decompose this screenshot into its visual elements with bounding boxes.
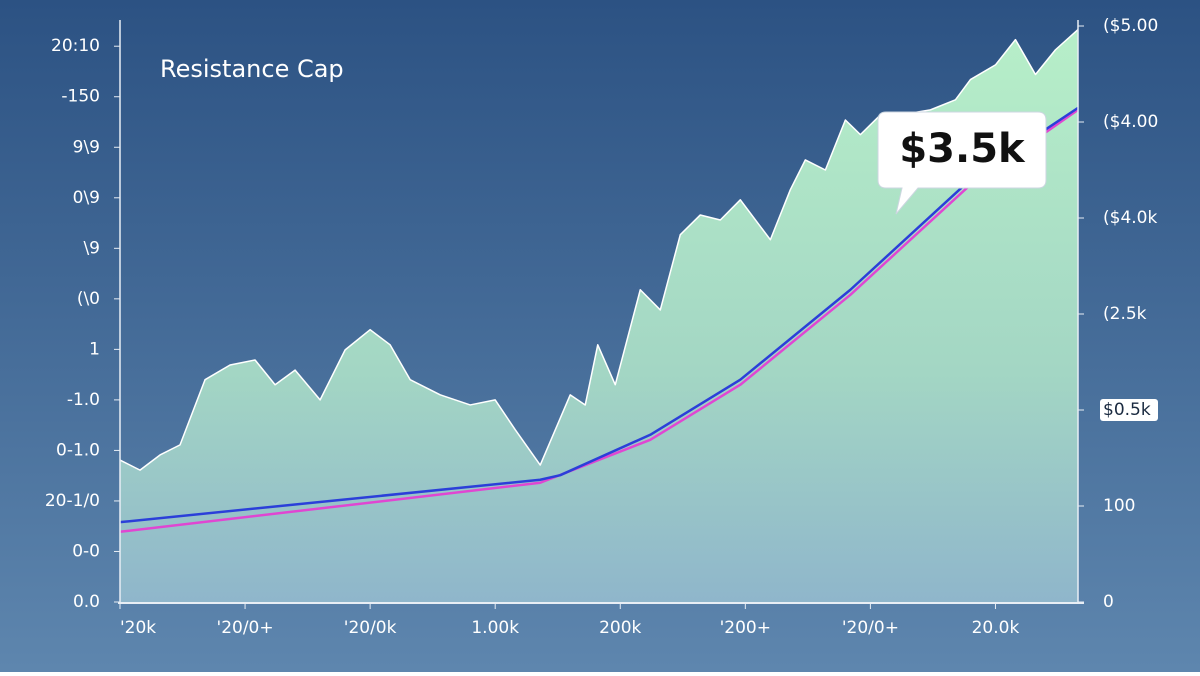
x-tick-label: '20/0k [344,618,397,638]
y-tick-label: 0-0 [72,541,100,561]
y2-tick-highlight [1100,399,1158,421]
y2-tick-label: $0.5k [1103,400,1151,420]
y-tick-label: 9\9 [73,137,100,157]
y-tick-label: -1.0 [67,390,100,410]
line [119,106,1079,524]
x-tick-label: '20/0+ [842,618,899,638]
y-tick-label: 0.0 [73,592,100,612]
y-tick-label: 20-1/0 [45,491,100,511]
plot [119,28,1079,602]
y-tick-label: 20:10 [51,36,100,56]
callout-text: $3.5k [899,126,1026,172]
x-tick-label: 1.00k [471,618,519,638]
y2-tick-label: (2.5k [1103,304,1147,324]
y2-tick-label: 0 [1103,592,1114,612]
x-tick-label: '20k [120,618,156,638]
x-tick-label: 20.0k [972,618,1020,638]
y-tick-label: (\0 [77,289,100,309]
y-tick-label: \9 [83,238,100,258]
y2-tick-label: ($4.00 [1103,112,1158,132]
chart-title: Resistance Cap [160,55,344,83]
y-tick-label: 0\9 [73,188,100,208]
y-tick-label: -150 [61,87,100,107]
callout-box [877,111,1047,215]
callout: $3.5k [877,111,1047,215]
x-tick-label: '20/0+ [217,618,274,638]
area [120,29,1078,602]
y2-tick-label: ($5.00 [1103,16,1158,36]
y-tick-label: 0-1.0 [56,440,100,460]
x-tick-label: '200+ [720,618,771,638]
y-tick-label: 1 [89,339,100,359]
y2-tick-label: 100 [1103,496,1135,516]
y2-tick-label: ($4.0k [1103,208,1157,228]
x-tick-label: 200k [599,618,641,638]
